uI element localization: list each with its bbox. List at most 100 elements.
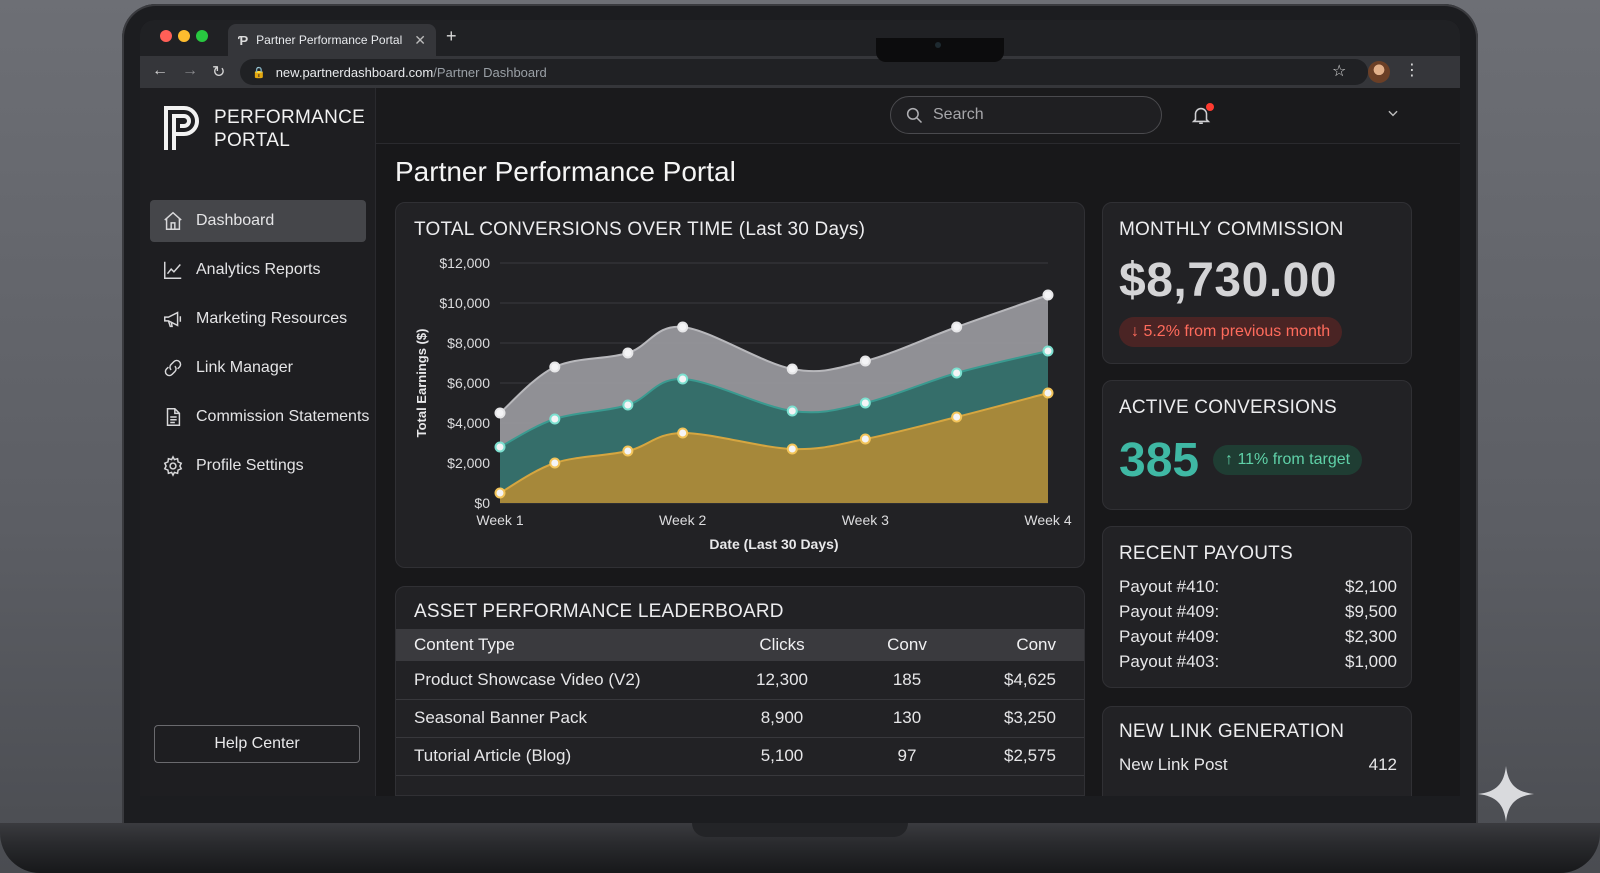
cell-conv: 130 [848,699,966,738]
data-point [494,487,506,499]
url-bar[interactable]: 🔒 new.partnerdashboard.com/Partner Dashb… [240,59,1368,85]
data-point [494,407,506,419]
brand-logo[interactable]: PERFORMANCE PORTAL [162,104,365,154]
data-point [549,457,561,469]
search-input[interactable]: Search [890,96,1162,134]
leaderboard-title: ASSET PERFORMANCE LEADERBOARD [414,601,784,622]
payout-amount: $2,100 [1345,577,1397,596]
sidebar-item-link-manager[interactable]: Link Manager [150,347,366,389]
sidebar-nav: Dashboard Analytics Reports Marketing Re… [150,200,370,494]
data-point [677,427,689,439]
y-tick-label: $10,000 [439,295,490,311]
brand-mark-icon [164,106,199,150]
conversions-chart-card: $0 $2,000 $4,000 $6,000 $8,000 $10,000 $12,000… [395,202,1085,568]
table-row[interactable]: Seasonal Banner Pack 8,900 130 $3,250 [396,699,1084,738]
notification-bell-icon[interactable] [1190,104,1212,126]
home-icon [164,211,182,230]
cell-clicks: 5,100 [716,737,848,776]
camera-notch [876,38,1004,62]
cell-earnings: $3,250 [966,699,1084,738]
help-center-button[interactable]: Help Center [154,725,360,763]
data-point [1042,345,1054,357]
list-item[interactable]: New Link Post 412 [1119,755,1397,775]
table-row[interactable]: Tutorial Article (Blog) 5,100 97 $2,575 [396,737,1084,776]
brand-line2: PORTAL [214,130,291,151]
link-icon [164,359,182,377]
megaphone-icon [164,311,182,328]
monthly-commission-card: MONTHLY COMMISSION $8,730.00 ↓ 5.2% from… [1102,202,1412,364]
sidebar-item-label: Commission Statements [196,408,370,425]
new-link-value: 412 [1368,755,1397,774]
brand-name: PERFORMANCE PORTAL [214,106,365,152]
list-item[interactable]: Payout #410: $2,100 [1119,577,1397,602]
sidebar-item-label: Dashboard [196,212,275,229]
table-row[interactable]: Product Showcase Video (V2) 12,300 185 $… [396,661,1084,700]
topbar: Search [376,88,1460,144]
data-point [494,441,506,453]
payout-label: Payout #409: [1119,602,1220,621]
monthly-commission-title: MONTHLY COMMISSION [1119,219,1344,240]
data-point [549,361,561,373]
data-point [622,445,634,457]
column-header[interactable]: Content Type [396,629,716,661]
sidebar-item-dashboard[interactable]: Dashboard [150,200,366,242]
forward-icon[interactable]: → [182,62,198,79]
list-item[interactable]: Payout #409: $9,500 [1119,602,1397,627]
new-link-label: New Link Post [1119,755,1228,774]
cell-conv: 97 [848,737,966,776]
y-tick-label: $8,000 [447,335,490,351]
tab-close-icon[interactable]: ✕ [414,31,426,48]
sidebar-item-profile-settings[interactable]: Profile Settings [150,445,366,487]
sidebar-item-analytics-reports[interactable]: Analytics Reports [150,249,366,291]
data-point [677,321,689,333]
y-tick-label: $2,000 [447,455,490,471]
column-header[interactable]: Conv [966,629,1084,661]
profile-avatar[interactable] [1368,61,1390,83]
list-item[interactable]: Payout #409: $2,300 [1119,627,1397,652]
data-point [859,397,871,409]
cell-clicks: 8,900 [716,699,848,738]
chart-line-icon [164,261,182,279]
cell-earnings: $2,575 [966,737,1084,776]
data-point [677,373,689,385]
data-point [786,363,798,375]
reload-icon[interactable]: ↻ [212,64,226,81]
column-header[interactable]: Clicks [716,629,848,661]
payouts-list: Payout #410: $2,100 Payout #409: $9,500 Pa… [1119,577,1397,677]
window-maximize-button[interactable] [196,30,208,42]
browser-tab[interactable]: Ƥ Partner Performance Portal ✕ [228,24,436,56]
sidebar-item-label: Marketing Resources [196,310,348,327]
bookmark-star-icon[interactable]: ☆ [1332,63,1347,80]
chevron-down-icon[interactable] [1386,106,1400,120]
x-tick-label: Week 1 [476,512,523,528]
sidebar-item-commission-statements[interactable]: Commission Statements [150,396,370,438]
table-header-row: Content Type Clicks Conv Conv [396,629,1084,661]
y-tick-label: $0 [474,495,490,511]
window-minimize-button[interactable] [178,30,190,42]
y-tick-label: $12,000 [439,255,490,271]
list-item[interactable]: Payout #403: $1,000 [1119,652,1397,677]
active-conversions-title: ACTIVE CONVERSIONS [1119,397,1337,418]
sidebar-item-marketing-resources[interactable]: Marketing Resources [150,298,366,340]
payout-amount: $1,000 [1345,652,1397,671]
data-point [786,443,798,455]
new-tab-button[interactable]: + [446,26,457,46]
data-point [622,347,634,359]
payout-label: Payout #409: [1119,627,1220,646]
gear-icon [163,455,183,477]
active-conversions-card: ACTIVE CONVERSIONS 385 ↑ 11% from target [1102,380,1412,510]
cell-content-type: Tutorial Article (Blog) [396,737,716,776]
browser-tabbar: Ƥ Partner Performance Portal ✕ + [140,20,1460,56]
screen: Ƥ Partner Performance Portal ✕ + ← → ↻ 🔒… [140,20,1460,796]
browser-menu-icon[interactable]: ⋮ [1404,62,1420,79]
column-header[interactable]: Conv [848,629,966,661]
cell-clicks: 12,300 [716,661,848,700]
x-tick-label: Week 2 [659,512,706,528]
window-close-button[interactable] [160,30,172,42]
payout-label: Payout #410: [1119,577,1220,596]
active-conversions-count: 385 [1119,434,1200,487]
data-point [859,355,871,367]
cell-content-type: Seasonal Banner Pack [396,699,716,738]
back-icon[interactable]: ← [152,62,168,79]
commission-change-badge: ↓ 5.2% from previous month [1119,317,1343,347]
